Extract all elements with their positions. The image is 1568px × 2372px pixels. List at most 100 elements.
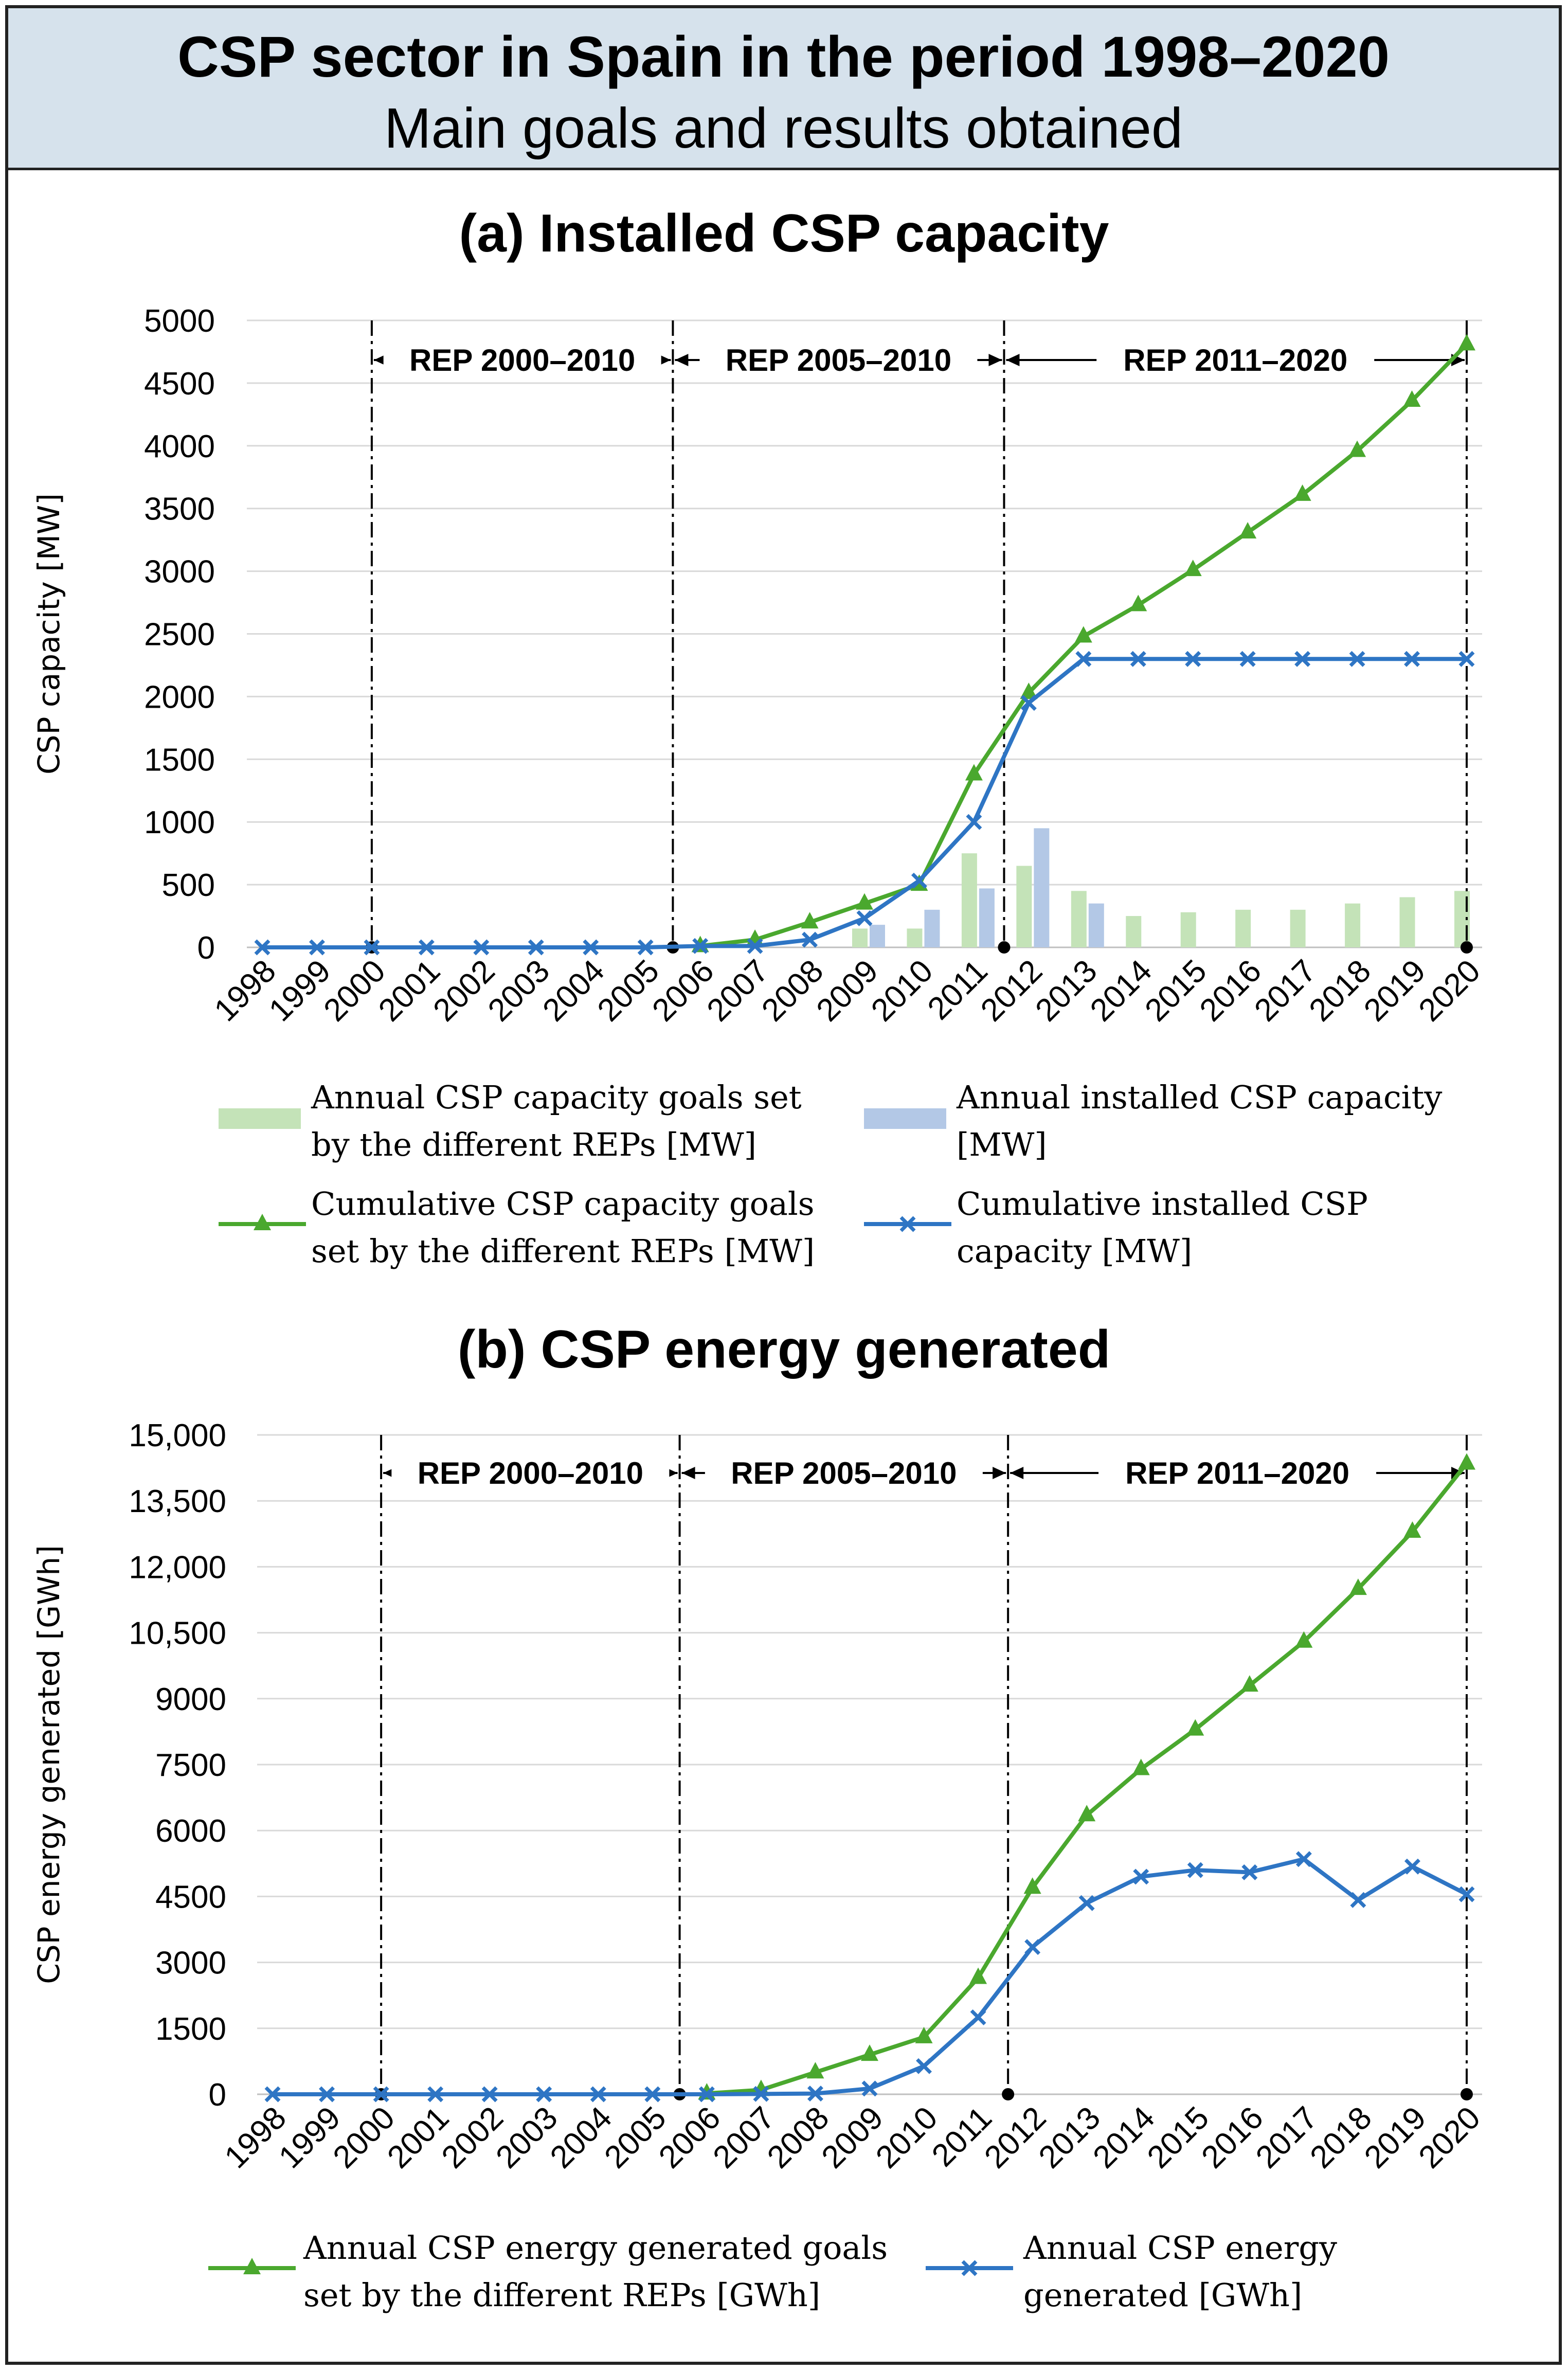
legend-item: Annual CSP energy generated [GWh] [926,2229,1337,2314]
x-tick-label: 2014 [1086,2100,1161,2175]
marker-triangle [1184,560,1202,577]
marker-x-stroke [1294,651,1311,667]
marker-x-stroke [583,939,599,956]
marker-x-stroke [637,939,654,956]
bar-capacity-goal [1345,903,1361,947]
bar-capacity-goal [852,928,868,947]
period-arrowhead-left [675,354,689,366]
marker-triangle [1240,1675,1258,1692]
marker-triangle [1293,484,1311,501]
bar-capacity-goal [961,853,977,947]
marker-triangle [1074,626,1092,643]
marker-x [427,2086,444,2103]
y-tick-label: 2000 [144,679,215,715]
period-label-bg [699,339,978,381]
marker-x [1185,651,1201,667]
period-label: REP 2000–2010 [409,343,635,378]
chart-a-installed-capacity: 0 500 1000 1500 2000 2500 3000 3500 4000 4500 5000… [31,303,1487,1270]
marker-triangle [1132,1758,1150,1775]
legend-item: Cumulative CSP capacity goals set by the … [219,1185,815,1270]
legend-marker-triangle [243,2258,261,2274]
period-label-bg [1098,1452,1377,1494]
period-arrowhead-left [1006,354,1020,366]
marker-x [1187,1862,1203,1878]
y-tick-label: 1500 [144,742,215,778]
marker-x [637,939,654,956]
y-tick-label: 10,500 [129,1616,226,1651]
marker-x [1458,651,1475,667]
marker-x-stroke [970,2009,986,2025]
main-title: CSP sector in Spain in the period 1998–2… [177,25,1390,89]
marker-x-stroke [753,2086,769,2102]
marker-triangle [1239,522,1257,539]
marker-x-stroke [254,939,271,956]
y-tick-label: 3000 [155,1946,226,1981]
legend-label-line2: set by the different REPs [GWh] [303,2276,820,2314]
x-tick-label: 2005 [598,2100,673,2175]
marker-x-stroke [1458,651,1475,667]
bar-capacity-goal [1126,916,1142,947]
marker-triangle [1295,1631,1313,1648]
x-tick-label: 2017 [1249,2100,1324,2175]
marker-x-stroke [309,939,325,956]
legend-item: Annual CSP energy generated goals set by … [208,2229,888,2314]
period-label: REP 2000–2010 [418,1456,643,1490]
period-divider-dot [1461,2088,1473,2100]
x-tick-label: 2001 [381,2100,456,2175]
marker-x [1349,651,1365,667]
x-tick-label: 2006 [652,2100,727,2175]
period-arrowhead-left [681,1467,695,1479]
marker-triangle [969,1967,987,1984]
y-tick-label: 5000 [144,303,215,339]
period-arrowhead-right [993,1467,1006,1479]
marker-triangle [1348,440,1366,457]
bar-installed-capacity [979,888,995,947]
marker-x-stroke [418,939,435,956]
marker-triangle [1078,1805,1096,1822]
legend-label-line2: generated [GWh] [1023,2276,1302,2314]
marker-x [590,2086,606,2103]
period-arrowhead-right [988,354,1002,366]
period-divider-dot [1461,941,1473,954]
legend-label-line1: Cumulative CSP capacity goals [311,1185,815,1223]
marker-x [1239,651,1256,667]
period-label: REP 2005–2010 [731,1456,957,1490]
period-divider-dot [998,941,1011,954]
marker-x-stroke [747,938,763,954]
legend-label-line1: Annual CSP energy [1023,2229,1337,2267]
marker-x [911,872,927,889]
line-goals [707,1462,1469,2096]
y-tick-label: 6000 [155,1813,226,1849]
legend-swatch-bar [219,1108,301,1129]
marker-triangle [1186,1719,1204,1736]
x-tick-label: 2000 [327,2100,402,2175]
marker-x [1024,1939,1041,1955]
x-tick-label: 1998 [218,2100,293,2175]
marker-x-stroke [692,938,709,954]
marker-x-stroke [1133,1868,1149,1885]
marker-x [364,939,380,956]
marker-x [807,2086,823,2102]
bar-capacity-goal [1071,891,1087,947]
y-tick-label: 0 [197,930,215,966]
marker-x-stroke [861,2080,878,2097]
x-tick-label: 2008 [761,2100,836,2175]
marker-x [856,910,873,926]
marker-triangle [1129,595,1147,612]
marker-triangle [1458,1453,1475,1470]
marker-triangle [1020,682,1038,699]
bar-installed-capacity [1034,828,1050,947]
x-tick-label: 2019 [1358,2100,1433,2175]
marker-x-stroke [916,2058,932,2074]
marker-x-stroke [373,2086,389,2103]
x-tick-label: 2011 [925,2100,999,2173]
y-tick-label: 3500 [144,492,215,527]
legend-label-line1: Cumulative installed CSP [957,1185,1368,1223]
legend-label-line1: Annual CSP energy generated goals [303,2229,888,2267]
y-tick-label: 13,500 [129,1484,226,1519]
marker-x [536,2086,552,2103]
legend-marker-triangle [254,1214,271,1230]
marker-triangle [1458,334,1475,351]
bar-capacity-goal [1235,909,1251,947]
marker-triangle [1349,1578,1367,1595]
